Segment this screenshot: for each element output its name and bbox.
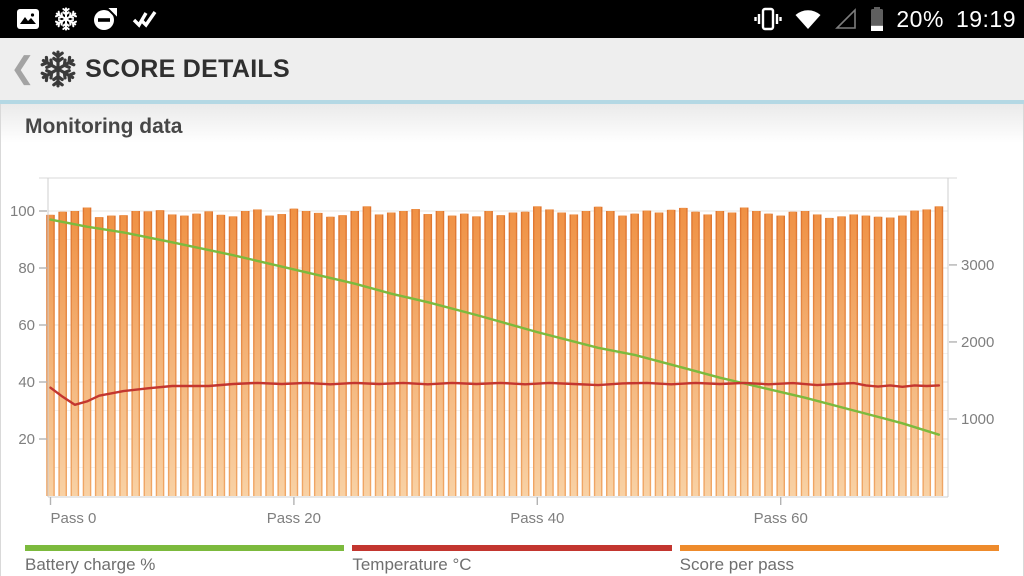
header-divider <box>0 100 1024 104</box>
legend-label-battery: Battery charge % <box>25 555 156 574</box>
svg-text:60: 60 <box>18 317 35 334</box>
vibrate-icon <box>754 6 783 32</box>
status-bar: 20% 19:19 <box>0 0 1024 38</box>
legend-swatch-score <box>679 545 999 551</box>
monitoring-card: Monitoring data 20 40 60 80 100 1000 2000 3000 P… <box>0 104 1024 576</box>
gallery-icon <box>16 7 40 31</box>
svg-text:80: 80 <box>18 260 35 277</box>
svg-text:40: 40 <box>18 374 35 391</box>
svg-text:20: 20 <box>18 431 35 448</box>
snowflake-logo <box>39 50 77 88</box>
circle-minus-icon <box>92 7 118 31</box>
svg-text:2000: 2000 <box>961 334 994 351</box>
signal-triangle-icon <box>834 7 858 31</box>
monitoring-chart: 20 40 60 80 100 1000 2000 3000 Pass 0 Pass 20 Pass… <box>1 150 1024 535</box>
section-title: Monitoring data <box>25 115 183 138</box>
legend-item-battery: Battery charge % <box>25 545 345 575</box>
chart-legend: Battery charge % Temperature °C Score pe… <box>25 545 999 575</box>
double-check-icon <box>132 7 158 31</box>
legend-swatch-battery <box>25 545 345 551</box>
svg-text:Pass 20: Pass 20 <box>267 510 321 527</box>
svg-text:3000: 3000 <box>961 257 994 274</box>
legend-item-score: Score per pass <box>679 545 999 575</box>
legend-item-temperature: Temperature °C <box>352 545 672 575</box>
snowflake-icon <box>54 7 78 31</box>
battery-percent: 20% <box>896 5 944 32</box>
svg-text:1000: 1000 <box>961 411 994 428</box>
section-heading-band: Monitoring data <box>1 104 1023 150</box>
legend-swatch-temperature <box>352 545 672 551</box>
legend-label-temperature: Temperature °C <box>352 555 472 574</box>
battery-icon <box>870 6 884 32</box>
svg-text:Pass 60: Pass 60 <box>754 510 808 527</box>
wifi-icon <box>794 7 822 31</box>
chevron-left-icon[interactable]: ❮ <box>10 51 36 86</box>
clock: 19:19 <box>955 5 1016 32</box>
svg-text:100: 100 <box>10 203 35 220</box>
app-header: ❮ SCORE DETAILS <box>0 38 1024 100</box>
page-title: SCORE DETAILS <box>85 54 290 83</box>
svg-text:Pass 0: Pass 0 <box>51 510 97 527</box>
legend-label-score: Score per pass <box>679 555 794 574</box>
svg-text:Pass 40: Pass 40 <box>510 510 564 527</box>
